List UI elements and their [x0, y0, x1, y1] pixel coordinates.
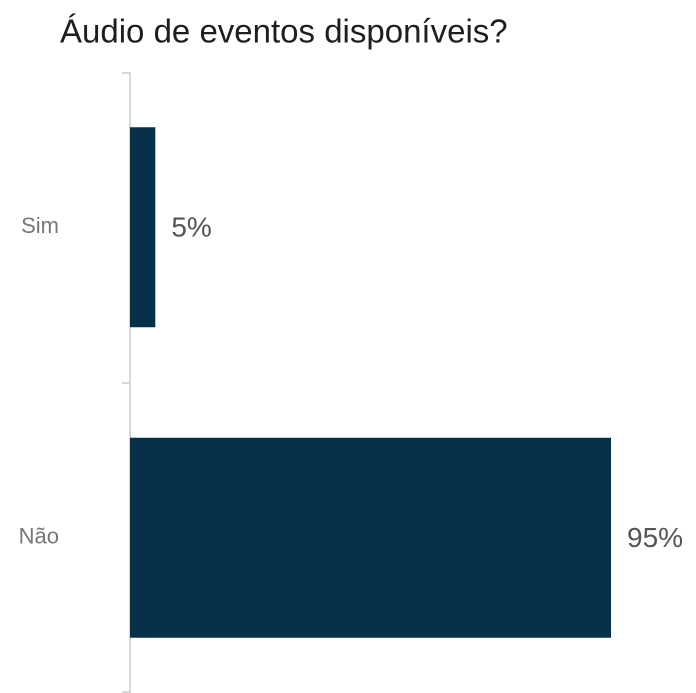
bar [130, 437, 611, 638]
category-label: Sim [21, 213, 59, 238]
bar [130, 127, 156, 328]
chart-title: Áudio de eventos disponíveis? [60, 13, 508, 50]
value-label: 95% [627, 522, 683, 553]
category-label: Não [19, 524, 59, 549]
value-label: 5% [171, 212, 211, 243]
